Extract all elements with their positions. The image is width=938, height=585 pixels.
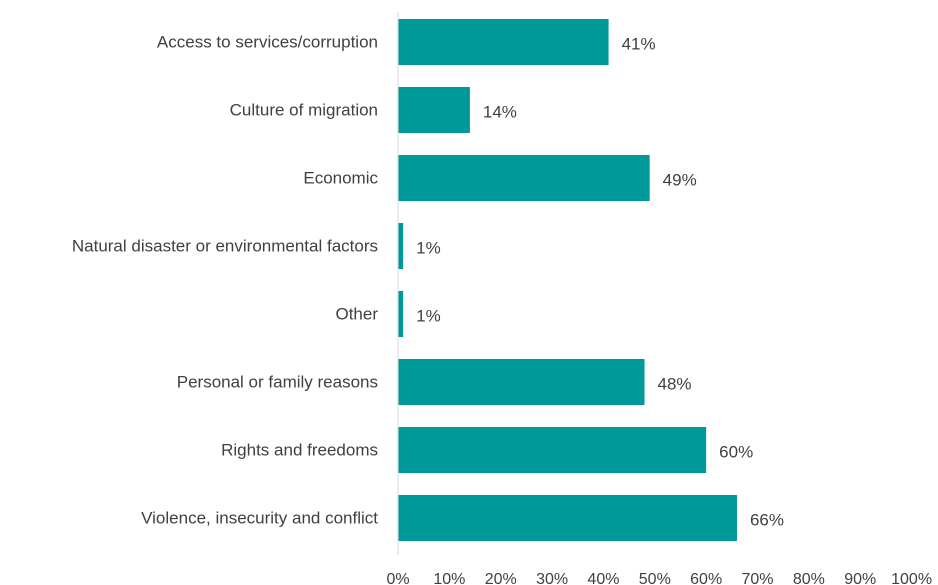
value-label: 1% — [416, 307, 441, 326]
value-label: 48% — [658, 375, 692, 394]
category-label: Violence, insecurity and conflict — [141, 509, 378, 528]
x-tick-label: 0% — [386, 571, 409, 585]
value-label: 60% — [719, 443, 753, 462]
bar-3 — [398, 223, 404, 269]
category-label: Rights and freedoms — [221, 441, 378, 460]
x-tick-label: 30% — [536, 571, 568, 585]
category-labels: Access to services/corruption Culture of … — [72, 33, 379, 528]
x-tick-label: 80% — [793, 571, 825, 585]
value-label: 1% — [416, 239, 441, 258]
x-tick-label: 90% — [844, 571, 876, 585]
category-label: Economic — [303, 169, 378, 188]
bar-4 — [398, 291, 404, 337]
category-label: Other — [335, 305, 378, 324]
bar-1 — [398, 87, 470, 133]
bar-7 — [398, 495, 737, 541]
bars-group — [398, 19, 737, 541]
x-tick-label: 20% — [485, 571, 517, 585]
x-tick-label: 60% — [690, 571, 722, 585]
category-label: Natural disaster or environmental factor… — [72, 237, 378, 256]
value-label: 66% — [750, 511, 784, 530]
category-label: Culture of migration — [230, 101, 378, 120]
x-axis-ticks: 0% 10% 20% 30% 40% 50% 60% 70% 80% 90% 100% — [386, 571, 932, 585]
bar-6 — [398, 427, 707, 473]
bar-0 — [398, 19, 609, 65]
value-label: 49% — [663, 171, 697, 190]
category-label: Personal or family reasons — [177, 373, 378, 392]
value-label: 41% — [622, 35, 656, 54]
x-tick-label: 70% — [742, 571, 774, 585]
x-tick-label: 40% — [587, 571, 619, 585]
x-tick-label: 100% — [891, 571, 932, 585]
bar-2 — [398, 155, 650, 201]
x-tick-label: 50% — [639, 571, 671, 585]
value-label: 14% — [483, 103, 517, 122]
x-tick-label: 10% — [433, 571, 465, 585]
bar-5 — [398, 359, 645, 405]
category-label: Access to services/corruption — [157, 33, 378, 52]
value-labels: 41% 14% 49% 1% 1% 48% 60% 66% — [416, 35, 784, 530]
